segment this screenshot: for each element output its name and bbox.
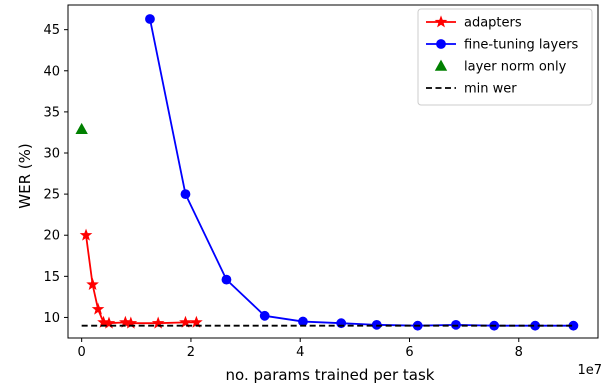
legend-label-adapters: adapters (464, 16, 522, 31)
y-tick-label: 25 (43, 188, 60, 203)
adapters-point (97, 315, 110, 328)
adapters-line (85, 235, 197, 325)
adapters-point (190, 315, 203, 328)
adapters-point (119, 315, 132, 328)
legend-label-layer-norm-only: layer norm only (464, 60, 567, 75)
y-tick-label: 40 (43, 64, 60, 79)
x-tick-label: 0 (78, 345, 86, 360)
plot-frame (67, 4, 599, 339)
y-tick-label: 35 (43, 105, 60, 120)
x-tick-label: 8 (515, 345, 523, 360)
fine-tuning-layers-point (259, 310, 270, 321)
legend-entry-layer-norm-only: layer norm only (434, 59, 567, 75)
fine-tuning-layers-point (145, 14, 155, 24)
plot-marks (75, 14, 579, 331)
fine-tuning-layers-point (221, 274, 232, 285)
fine-tuning-layers-point (298, 316, 308, 327)
x-tick-label: 6 (405, 345, 413, 360)
fine-tuning-layers-point (180, 189, 191, 200)
legend-marker-adapters (434, 15, 448, 28)
x-tick-label: 4 (296, 345, 304, 360)
x-tick-label: 2 (187, 345, 195, 360)
series-layer-norm-only (75, 122, 88, 134)
y-tick-label: 15 (43, 270, 60, 285)
legend-marker-layer-norm-only (434, 59, 448, 71)
legend: adapters fine-tuning layers layer norm onl… (417, 8, 593, 106)
y-tick-label: 20 (43, 229, 60, 244)
legend-entry-min-wer: min wer (426, 82, 517, 97)
legend-marker-fine-tuning-layers (436, 39, 446, 49)
adapters-point (79, 228, 93, 241)
layer-norm-only-point (75, 122, 88, 134)
legend-box (417, 8, 593, 106)
axes-layer: 0 2 4 6 8 10 15 20 25 30 35 40 45 (43, 4, 599, 360)
y-tick-label: 45 (43, 23, 60, 38)
legend-label-min-wer: min wer (464, 82, 517, 97)
y-tick-label: 10 (43, 311, 60, 326)
adapters-point (86, 277, 99, 290)
y-tick-label: 30 (43, 147, 60, 162)
adapters-point (91, 302, 105, 315)
x-axis-label: no. params trained per task (226, 366, 435, 383)
legend-entry-adapters: adapters (426, 15, 522, 31)
x-axis-offset-label: 1e7 (577, 363, 602, 378)
legend-entry-fine-tuning-layers: fine-tuning layers (426, 38, 579, 53)
y-axis-label: WER (%) (16, 143, 34, 208)
adapters-point (179, 315, 192, 328)
series-adapters (79, 228, 203, 329)
legend-label-fine-tuning-layers: fine-tuning layers (464, 38, 579, 53)
adapters-point (102, 316, 116, 329)
series-fine-tuning-layers (145, 14, 579, 331)
